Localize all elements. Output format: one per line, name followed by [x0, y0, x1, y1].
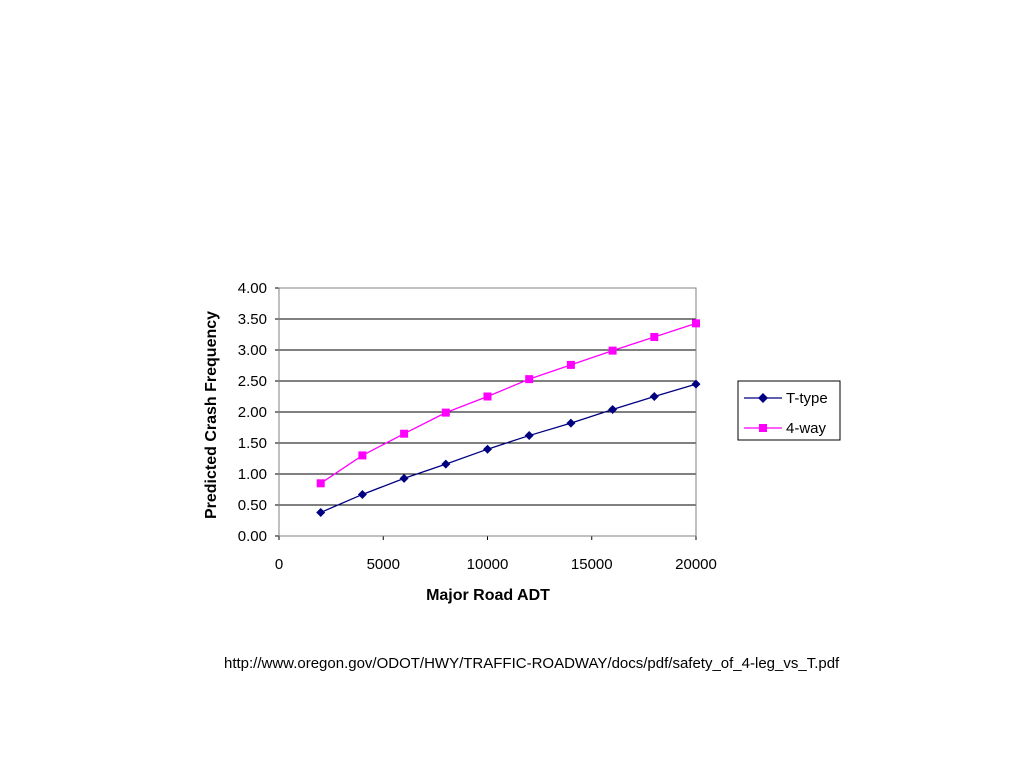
data-point-t-type-4	[483, 444, 492, 454]
data-point-4-way-5	[525, 375, 534, 384]
data-point-4-way-4	[483, 392, 492, 401]
data-point-4-way-0	[316, 479, 325, 488]
legend: T-type 4-way	[737, 380, 841, 441]
data-point-4-way-8	[650, 332, 659, 341]
x-tick-label-3: 15000	[571, 556, 613, 573]
data-point-4-way-2	[400, 429, 409, 438]
x-tick-label-1: 5000	[367, 556, 400, 573]
y-tick-label-2: 1.00	[238, 466, 267, 483]
grid-lines	[275, 287, 697, 540]
y-tick-label-1: 0.50	[238, 497, 267, 514]
data-point-4-way-6	[566, 360, 575, 369]
data-point-4-way-3	[441, 408, 450, 417]
legend-marker-t-type	[758, 393, 768, 403]
legend-box	[737, 380, 841, 441]
data-series	[316, 319, 701, 517]
series-line-t-type	[320, 383, 697, 514]
data-point-t-type-7	[608, 405, 618, 415]
y-tick-label-5: 2.50	[238, 373, 267, 390]
series-line-4-way	[320, 322, 697, 484]
legend-label-t-type: T-type	[786, 390, 828, 407]
legend-marker-4-way	[759, 424, 767, 432]
source-url-caption[interactable]: http://www.oregon.gov/ODOT/HWY/TRAFFIC-R…	[224, 655, 840, 672]
y-tick-label-7: 3.50	[238, 311, 267, 328]
y-axis-tick-labels: 0.00 0.50 1.00 1.50 2.00 2.50 3.00 3.50 4.00	[238, 280, 267, 545]
x-axis-tick-labels: 0 5000 10000 15000 20000	[275, 556, 717, 573]
x-tick-label-2: 10000	[467, 556, 509, 573]
y-tick-label-8: 4.00	[238, 280, 267, 297]
plot-area-border	[278, 287, 697, 537]
y-tick-label-6: 3.00	[238, 342, 267, 359]
data-point-t-type-8	[649, 392, 659, 401]
data-point-4-way-1	[358, 451, 367, 460]
data-point-t-type-1	[357, 489, 367, 499]
y-tick-label-3: 1.50	[238, 435, 267, 452]
data-point-t-type-5	[524, 431, 534, 441]
data-point-t-type-0	[316, 507, 326, 517]
data-point-t-type-6	[566, 418, 576, 428]
data-point-t-type-9	[691, 379, 701, 389]
y-axis-title: Predicted Crash Frequency	[203, 311, 220, 519]
x-axis-title: Major Road ADT	[426, 587, 550, 604]
y-tick-label-0: 0.00	[238, 528, 267, 545]
data-point-t-type-2	[399, 473, 409, 483]
data-point-t-type-3	[441, 459, 451, 469]
data-point-4-way-7	[608, 346, 617, 355]
y-tick-label-4: 2.00	[238, 404, 267, 421]
x-tick-label-0: 0	[275, 556, 283, 573]
data-point-4-way-9	[692, 319, 700, 328]
x-tick-label-4: 20000	[675, 556, 717, 573]
legend-label-4-way: 4-way	[786, 420, 827, 437]
